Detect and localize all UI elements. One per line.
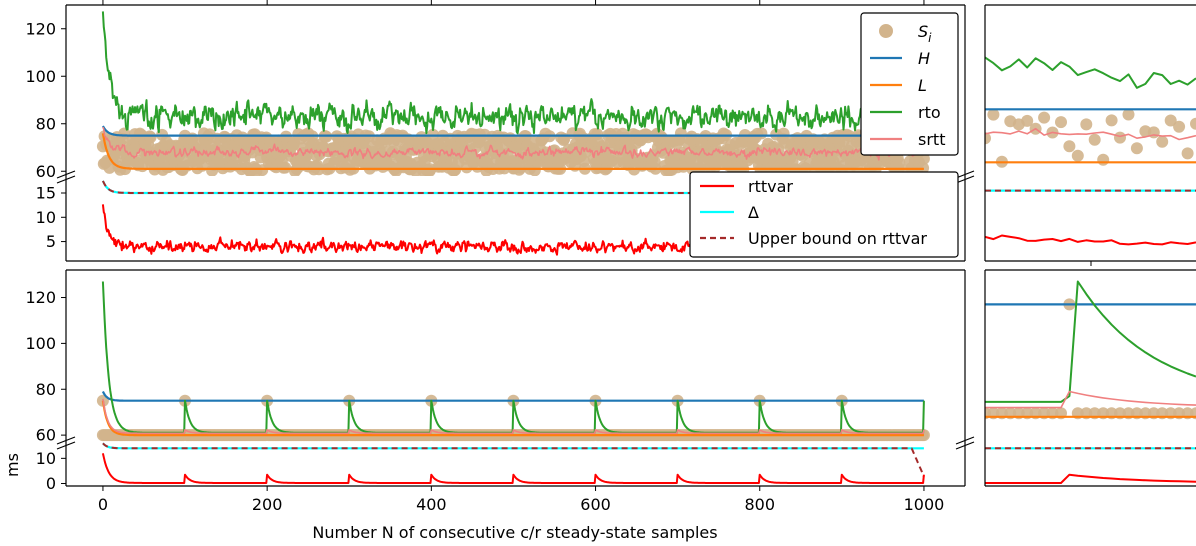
top-lower-y-tick-label: 15 — [36, 184, 56, 203]
top-zoom-srtt-line — [985, 127, 1196, 141]
top-zoom-S-marker — [1038, 111, 1051, 124]
legend-H-label: H — [918, 49, 930, 68]
break-mark — [56, 175, 76, 184]
x-tick-label: 0 — [98, 495, 108, 514]
bottom-upper-y-tick-label: 120 — [25, 288, 56, 307]
bottom-zoom-upper-plot-area — [985, 280, 1196, 420]
bottom-zoom-rttvar-line — [985, 473, 1196, 484]
bottom-rttvar-line — [101, 453, 925, 484]
top-zoom-S-marker — [1021, 114, 1034, 127]
top-zoom-S-marker — [1088, 133, 1101, 146]
top-upper-plot-area — [96, 11, 930, 176]
top-zoom-S-marker — [985, 132, 991, 145]
bottom-zoom-srtt-line — [985, 390, 1196, 409]
top-upper-y-tick-label: 60 — [36, 162, 56, 181]
top-zoom-S-marker — [1097, 153, 1110, 166]
bottom-upper-y-tick-label: 60 — [36, 426, 56, 445]
x-tick-label: 200 — [252, 495, 283, 514]
legend-delta-label: Δ — [748, 203, 759, 222]
top-zoom-S-marker — [1164, 114, 1177, 127]
top-zoom-rttvar-line — [985, 234, 1196, 246]
top-lower-y-tick-label: 10 — [36, 208, 56, 227]
top-S-marker — [144, 131, 157, 144]
top-zoom-S-marker — [1122, 108, 1135, 121]
break-mark — [56, 170, 76, 179]
bottom-lower-plot-area — [101, 442, 925, 484]
top-zoom-S-marker — [987, 108, 1000, 121]
legend-S-label: Si — [918, 22, 932, 45]
x-tick-label: 1000 — [904, 495, 945, 514]
bottom-upper-y-tick-label: 100 — [25, 334, 56, 353]
bottom-upper-bound-line — [102, 442, 925, 477]
top-zoom-S-marker — [1105, 114, 1118, 127]
legend-upper-label: Upper bound on rttvar — [748, 229, 927, 248]
top-zoom-S-marker — [1071, 149, 1084, 162]
top-zoom-S-marker — [1130, 142, 1143, 155]
bottom-zoom-lower-plot-area — [985, 447, 1196, 484]
top-S-marker — [279, 161, 292, 174]
top-zoom-S-marker — [1173, 120, 1186, 133]
top-zoom-S-marker — [1063, 140, 1076, 153]
x-tick-label: 400 — [416, 495, 447, 514]
bottom-lower-y-tick-label: 10 — [36, 449, 56, 468]
legend-top-frame — [860, 12, 959, 156]
top-upper-bound-line — [102, 180, 925, 194]
bottom-lower-y-tick-label: 0 — [46, 474, 56, 493]
x-tick-label: 800 — [744, 495, 775, 514]
legend-rto-label: rto — [918, 103, 941, 122]
y-axis-label: ms — [3, 453, 22, 477]
break-mark — [955, 441, 975, 450]
top-L-line — [101, 133, 925, 170]
bottom-rto-line — [101, 281, 925, 434]
break-mark — [56, 436, 76, 445]
top-zoom-S-marker — [1181, 147, 1194, 160]
top-srtt-line — [102, 126, 925, 161]
legend-rttvar-label: rttvar — [748, 177, 793, 196]
bottom-upper-y-tick-label: 80 — [36, 380, 56, 399]
bottom-L-line — [101, 400, 925, 437]
bottom-zoom-rto-line — [985, 280, 1196, 403]
top-upper-y-tick-label: 80 — [36, 114, 56, 133]
top-zoom-S-marker — [1055, 116, 1067, 129]
legend-srtt-label: srtt — [918, 130, 945, 149]
break-mark — [955, 175, 975, 184]
top-zoom-S-marker — [1114, 131, 1126, 144]
top-upper-y-tick-label: 100 — [25, 67, 56, 86]
top-rto-line — [101, 11, 925, 135]
top-lower-y-tick-label: 5 — [46, 232, 56, 251]
bottom-srtt-line — [102, 398, 925, 435]
break-mark — [955, 170, 975, 179]
top-zoom-S-marker — [1156, 135, 1169, 148]
legend-S-swatch — [879, 24, 893, 38]
break-mark — [955, 436, 975, 445]
top-zoom-rto-line — [985, 56, 1196, 89]
top-zoom-S-marker — [1190, 117, 1196, 130]
bottom-upper-plot-area — [96, 281, 930, 442]
top-zoom-upper-plot-area — [985, 56, 1196, 168]
top-S-marker — [755, 127, 768, 140]
top-zoom-S-marker — [1080, 118, 1093, 131]
x-axis-label: Number N of consecutive c/r steady-state… — [312, 523, 717, 542]
top-S-marker — [917, 152, 930, 165]
legend-bottom-frame — [689, 171, 959, 258]
legend-bottom: rttvar Δ Upper bound on rttvar — [689, 171, 959, 258]
break-mark — [56, 441, 76, 450]
x-tick-label: 600 — [580, 495, 611, 514]
top-S-marker — [320, 130, 333, 143]
top-zoom-lower-plot-area — [985, 189, 1196, 246]
top-upper-y-tick-label: 120 — [25, 19, 56, 38]
legend-L-label: L — [918, 76, 927, 95]
top-H-line — [101, 125, 925, 137]
